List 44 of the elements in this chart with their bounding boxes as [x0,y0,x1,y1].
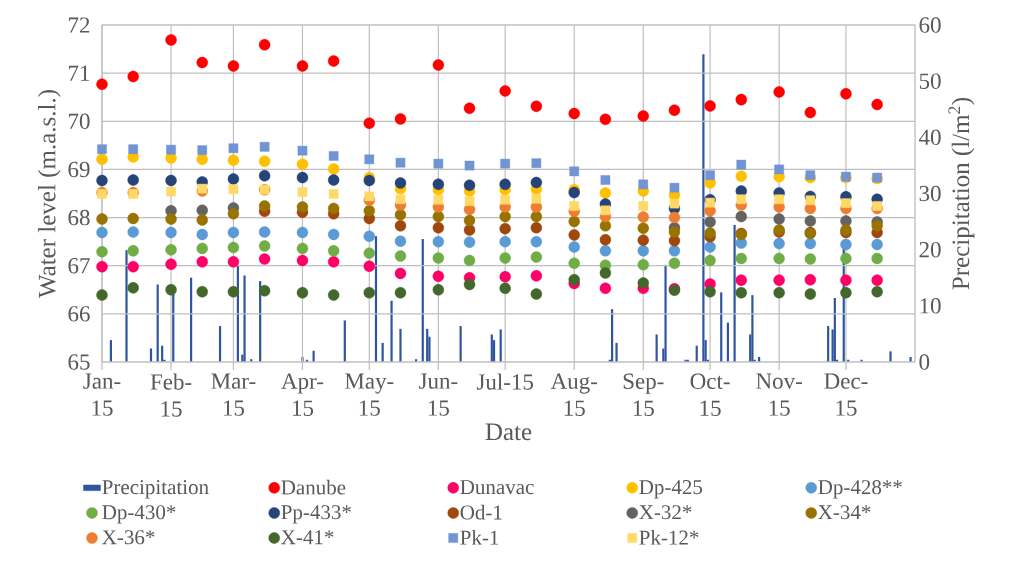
y-tick-label: 66 [68,306,90,322]
x-tick-label: Jan-15 [83,373,121,416]
y-tick-label: 72 [68,17,90,33]
y2-tick-label: 20 [919,241,941,258]
x-tick-label: Mar-15 [211,373,256,416]
x-tick-label: Nov-15 [756,373,802,416]
y2-tick-label: 30 [919,185,941,202]
x-tick-label: Oct-15 [690,373,730,416]
legend-label: Dp-428** [818,480,902,499]
y-tick-label: 70 [68,113,90,130]
y-tick-label: 68 [68,209,90,226]
legend-label: Dp-430* [102,505,176,524]
x-tick-label: Jul-15 [476,373,534,390]
y2-tick-label: 50 [919,73,941,89]
legend-label: X-36* [102,530,155,545]
legend-label: Danube [281,479,346,495]
y-tick-label: 69 [68,161,90,178]
legend-label: Pk-1 [460,529,499,545]
legend-label: X-34* [818,505,871,520]
x-tick-label: Jun-15 [419,373,458,416]
y-tick-label: 65 [68,354,90,370]
x-tick-label: Apr-15 [281,373,324,416]
legend-label: Dp-425 [639,480,703,499]
y2-tick-label: 10 [920,298,941,314]
legend-label: Pp-433* [281,505,351,524]
legend-label: Precipitation [102,480,209,499]
x-axis-title: Date [485,423,532,441]
y2-tick-label: 60 [919,17,941,33]
legend-label: X-32* [639,505,692,520]
y-axis-title: Water level (m.a.s.l.) [37,90,61,298]
x-tick-label: May-15 [345,373,394,416]
y2-tick-label: 40 [919,129,941,146]
legend-label: Pk-12* [639,529,699,545]
x-tick-label: Aug-15 [550,373,598,416]
legend-label: Dunavac [460,480,534,495]
x-tick-label: Sep-15 [623,373,664,416]
x-tick-label: Feb-15 [150,373,192,417]
legend-label: X-41* [281,530,334,545]
legend-label: Od-1 [460,504,502,520]
y2-axis-title: Precipitation (l/m$^{2}$) [948,97,975,290]
x-tick-label: Dec-15 [824,373,868,416]
y-tick-label: 71 [68,65,90,81]
y-tick-label: 67 [68,257,90,274]
y2-tick-label: 0 [919,354,930,370]
